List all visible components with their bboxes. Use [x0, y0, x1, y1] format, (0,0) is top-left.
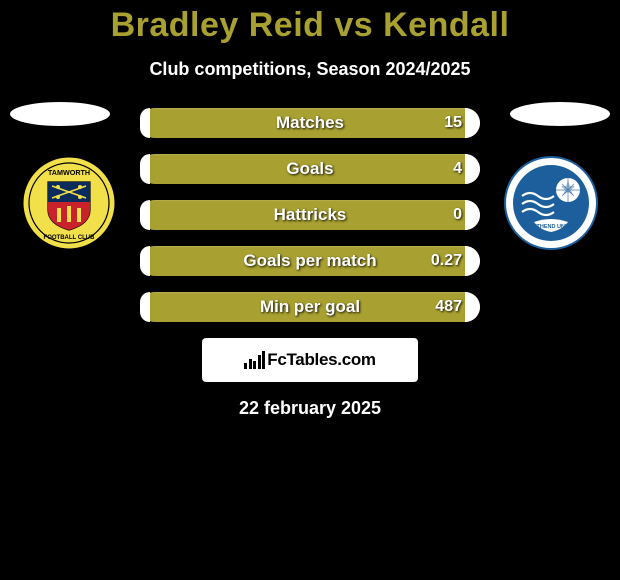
bar-label: Goals per match: [140, 246, 480, 276]
tamworth-badge-icon: TAMWORTH FOOTBALL CLUB: [22, 156, 116, 250]
svg-text:FOOTBALL CLUB: FOOTBALL CLUB: [44, 235, 96, 241]
footer-brand-text: FcTables.com: [267, 350, 376, 370]
fctables-logo-icon: [244, 351, 265, 369]
bar-label: Goals: [140, 154, 480, 184]
bar-label: Min per goal: [140, 292, 480, 322]
footer-brand-box: FcTables.com: [202, 338, 418, 382]
stat-bar: Goals per match0.27: [140, 246, 480, 276]
stat-bar: Goals4: [140, 154, 480, 184]
stat-bar: Matches15: [140, 108, 480, 138]
page-title: Bradley Reid vs Kendall: [0, 0, 620, 45]
bar-value-right: 0.27: [431, 246, 462, 276]
footer-date: 22 february 2025: [0, 398, 620, 419]
player-photo-left: [10, 102, 110, 126]
comparison-bars: Matches15 Goals4 Hattricks0 Goals per match…: [140, 108, 480, 322]
bar-value-right: 4: [453, 154, 462, 184]
page-subtitle: Club competitions, Season 2024/2025: [0, 59, 620, 80]
southend-badge-icon: SOUTHEND UNITED: [504, 156, 598, 250]
bar-label: Matches: [140, 108, 480, 138]
svg-text:SOUTHEND UNITED: SOUTHEND UNITED: [525, 224, 578, 230]
club-badge-right: SOUTHEND UNITED: [504, 156, 598, 250]
bar-value-right: 0: [453, 200, 462, 230]
bar-value-right: 487: [435, 292, 462, 322]
stat-bar: Min per goal487: [140, 292, 480, 322]
bar-value-right: 15: [444, 108, 462, 138]
comparison-content: TAMWORTH FOOTBALL CLUB S: [0, 108, 620, 322]
bar-label: Hattricks: [140, 200, 480, 230]
svg-text:TAMWORTH: TAMWORTH: [48, 168, 90, 177]
stat-bar: Hattricks0: [140, 200, 480, 230]
club-badge-left: TAMWORTH FOOTBALL CLUB: [22, 156, 116, 250]
player-photo-right: [510, 102, 610, 126]
